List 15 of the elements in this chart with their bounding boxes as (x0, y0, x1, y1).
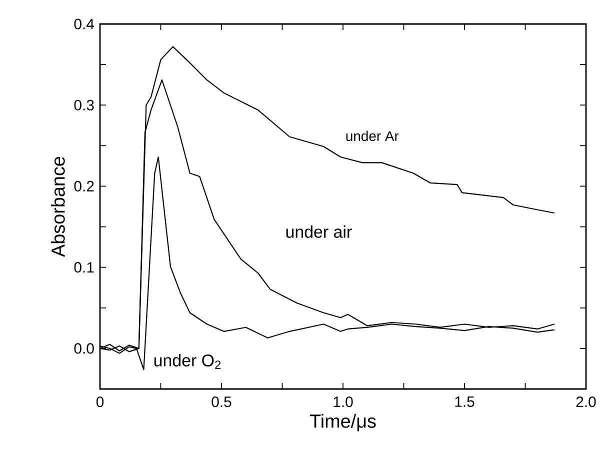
x-tick-label: 2.0 (576, 396, 596, 408)
y-tick-label: 0.2 (74, 180, 94, 192)
y-tick-label: 0.1 (74, 262, 94, 273)
x-axis-title: Time/μs (310, 414, 376, 432)
series-label: under Ar (346, 130, 399, 142)
y-tick-label: 0.4 (74, 18, 94, 30)
y-axis-title: Absorbance (50, 156, 65, 257)
y-tick-label: 0.0 (74, 343, 94, 354)
text: under air (286, 225, 352, 238)
x-tick-label: 1.0 (334, 396, 353, 408)
x-tick-label: 0 (96, 396, 104, 408)
x-tick-label: 1.5 (455, 396, 474, 407)
x-tick-label: 0.5 (212, 396, 232, 408)
y-tick-label: 0.3 (74, 100, 94, 110)
series-label: under O$_{2}$ (154, 354, 221, 369)
